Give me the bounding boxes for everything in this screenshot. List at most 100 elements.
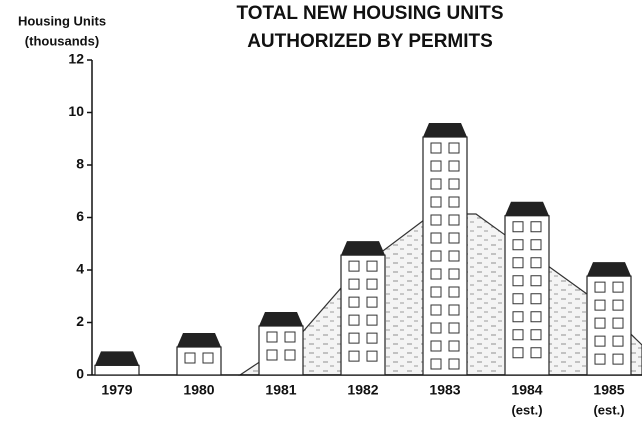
building-body (504, 215, 550, 376)
window (530, 239, 542, 251)
window (530, 293, 542, 305)
window (430, 178, 442, 190)
building (422, 123, 468, 376)
window (448, 340, 460, 352)
building-roof (341, 241, 385, 256)
y-tick-label: 6 (76, 208, 84, 224)
window (448, 322, 460, 334)
x-tick-label: 1982 (347, 382, 378, 398)
window (512, 221, 524, 233)
window (512, 347, 524, 359)
y-tick-label: 10 (68, 103, 84, 119)
window (284, 349, 296, 361)
window (430, 232, 442, 244)
window (366, 260, 378, 272)
window (430, 286, 442, 298)
window (366, 332, 378, 344)
x-tick-label: 1984 (511, 382, 542, 398)
building-roof (259, 312, 303, 326)
building-body (586, 275, 632, 376)
window (184, 352, 196, 364)
y-tick-label: 8 (76, 156, 84, 172)
y-axis-label: Housing Units (18, 13, 106, 28)
chart-title: AUTHORIZED BY PERMITS (247, 31, 493, 52)
x-tick-note: (est.) (511, 402, 542, 417)
building-body (422, 136, 468, 376)
window (530, 221, 542, 233)
window (530, 329, 542, 341)
x-tick-note: (est.) (593, 402, 624, 417)
window (612, 335, 624, 347)
building-body (340, 254, 386, 376)
window (266, 349, 278, 361)
x-tick-label: 1980 (183, 382, 214, 398)
window (430, 250, 442, 262)
building-body (176, 346, 222, 376)
window (430, 304, 442, 316)
window (594, 299, 606, 311)
window (348, 296, 360, 308)
window (366, 314, 378, 326)
window (348, 314, 360, 326)
building (94, 351, 140, 376)
window (512, 239, 524, 251)
window (430, 142, 442, 154)
building-roof (95, 351, 139, 366)
building (504, 201, 550, 376)
window (366, 350, 378, 362)
building-roof (505, 201, 549, 216)
window (430, 358, 442, 370)
window (348, 350, 360, 362)
window (348, 332, 360, 344)
x-tick-label: 1981 (265, 382, 296, 398)
window (430, 214, 442, 226)
window (366, 278, 378, 290)
window (612, 353, 624, 365)
window (530, 311, 542, 323)
window (202, 352, 214, 364)
y-axis-label: (thousands) (25, 33, 99, 48)
window (594, 281, 606, 293)
building (586, 262, 632, 376)
window (612, 317, 624, 329)
window (448, 142, 460, 154)
building-roof (423, 123, 467, 137)
window (430, 340, 442, 352)
window (448, 214, 460, 226)
window (448, 250, 460, 262)
window (430, 160, 442, 172)
window (512, 293, 524, 305)
window (430, 268, 442, 280)
x-tick-label: 1979 (101, 382, 132, 398)
window (448, 268, 460, 280)
window (512, 311, 524, 323)
window (448, 304, 460, 316)
window (594, 317, 606, 329)
y-tick-label: 0 (76, 366, 84, 382)
window (594, 353, 606, 365)
building-roof (177, 333, 221, 347)
window (512, 275, 524, 287)
y-tick-label: 2 (76, 313, 84, 329)
window (530, 257, 542, 269)
window (612, 281, 624, 293)
building (340, 241, 386, 376)
window (530, 275, 542, 287)
window (348, 278, 360, 290)
building (258, 312, 304, 376)
building (176, 333, 222, 376)
y-tick-label: 4 (76, 261, 84, 277)
window (448, 358, 460, 370)
window (266, 331, 278, 343)
window (512, 257, 524, 269)
window (594, 335, 606, 347)
x-tick-label: 1985 (593, 382, 624, 398)
window (612, 299, 624, 311)
window (530, 347, 542, 359)
building-roof (587, 262, 631, 277)
x-tick-label: 1983 (429, 382, 460, 398)
window (512, 329, 524, 341)
window (448, 178, 460, 190)
window (348, 260, 360, 272)
